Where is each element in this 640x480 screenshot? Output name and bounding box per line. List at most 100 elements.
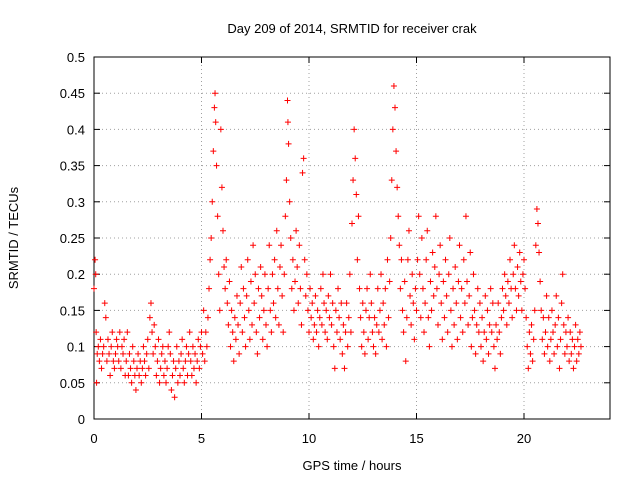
data-point — [509, 314, 516, 321]
data-point — [428, 307, 435, 314]
data-point — [286, 198, 293, 205]
data-point — [255, 285, 262, 292]
data-point — [186, 329, 193, 336]
data-point — [456, 242, 463, 249]
data-point — [254, 350, 261, 357]
data-point — [275, 321, 282, 328]
data-point — [405, 227, 412, 234]
data-point — [163, 379, 170, 386]
data-point — [439, 336, 446, 343]
x-tick-label: 10 — [302, 431, 316, 446]
data-point — [556, 365, 563, 372]
data-point — [329, 300, 336, 307]
data-point — [303, 271, 310, 278]
data-point — [160, 372, 167, 379]
data-point — [432, 213, 439, 220]
data-point — [99, 350, 106, 357]
data-point — [270, 300, 277, 307]
data-point — [193, 379, 200, 386]
data-point — [550, 329, 557, 336]
data-point — [401, 278, 408, 285]
data-point — [295, 300, 302, 307]
data-point — [538, 307, 545, 314]
data-point — [389, 126, 396, 133]
data-point — [465, 321, 472, 328]
data-point — [458, 285, 465, 292]
x-tick-label: 15 — [409, 431, 423, 446]
data-point — [453, 300, 460, 307]
data-point — [384, 256, 391, 263]
data-point — [483, 336, 490, 343]
data-point — [94, 350, 101, 357]
data-point — [475, 329, 482, 336]
data-point — [553, 292, 560, 299]
data-point — [414, 256, 421, 263]
data-point — [478, 343, 484, 350]
data-point — [239, 329, 246, 336]
data-point — [243, 292, 250, 299]
data-point — [282, 213, 289, 220]
data-point — [164, 365, 171, 372]
data-point — [474, 285, 481, 292]
data-point — [128, 379, 135, 386]
data-point — [359, 300, 366, 307]
data-point — [560, 321, 567, 328]
data-point — [294, 263, 301, 270]
data-point — [326, 314, 333, 321]
data-point — [200, 307, 207, 314]
data-point — [244, 256, 251, 263]
data-point — [309, 300, 316, 307]
data-point — [524, 343, 531, 350]
data-point — [97, 336, 104, 343]
data-point — [461, 300, 468, 307]
data-point — [425, 314, 432, 321]
data-point — [336, 314, 343, 321]
data-point — [192, 350, 199, 357]
data-point — [375, 329, 382, 336]
data-point — [544, 343, 551, 350]
data-point — [298, 321, 305, 328]
data-point — [102, 314, 109, 321]
data-point — [93, 379, 100, 386]
data-point — [552, 321, 559, 328]
data-point — [490, 343, 497, 350]
data-point — [353, 191, 360, 198]
data-point — [264, 343, 271, 350]
data-point — [151, 321, 158, 328]
data-point — [446, 235, 453, 241]
data-point — [190, 365, 197, 372]
data-point — [213, 162, 220, 169]
data-point — [531, 307, 538, 314]
data-point — [246, 336, 253, 343]
data-point — [399, 307, 406, 314]
data-point — [218, 184, 225, 191]
data-point — [266, 242, 273, 249]
data-point — [448, 343, 455, 350]
data-point — [150, 350, 157, 357]
data-point — [367, 271, 374, 278]
data-point — [130, 358, 137, 365]
data-point — [516, 249, 523, 256]
data-point — [521, 256, 527, 263]
data-point — [113, 336, 120, 343]
data-point — [341, 365, 348, 372]
y-tick-label: 0.45 — [60, 86, 85, 101]
data-point — [422, 300, 429, 307]
data-point — [245, 307, 252, 314]
data-point — [502, 292, 509, 299]
y-tick-label: 0 — [78, 412, 85, 427]
data-point — [380, 300, 387, 307]
data-point — [322, 329, 329, 336]
data-point — [141, 358, 148, 365]
data-point — [450, 285, 457, 292]
data-point — [96, 358, 103, 365]
data-point — [304, 307, 311, 314]
data-point — [206, 285, 213, 292]
data-point — [372, 350, 379, 357]
data-point — [111, 365, 118, 372]
data-point — [169, 372, 176, 379]
data-point — [144, 336, 151, 343]
data-point — [366, 314, 373, 321]
data-point — [296, 242, 303, 249]
